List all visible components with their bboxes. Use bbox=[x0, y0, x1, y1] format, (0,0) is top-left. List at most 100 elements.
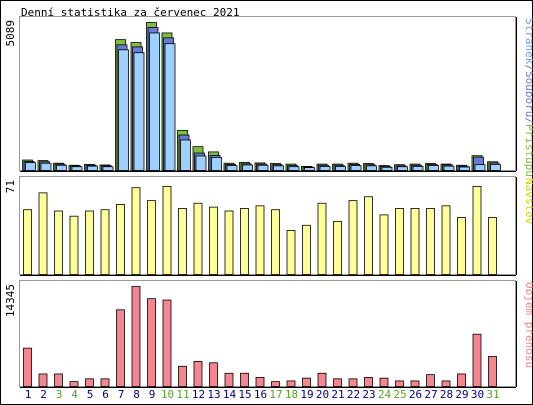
max-value-label: 71 bbox=[4, 180, 17, 193]
day-label-24: 24 bbox=[378, 388, 392, 401]
bar-strnek-day-4 bbox=[71, 166, 83, 171]
bar-bottom-day-2 bbox=[38, 373, 48, 387]
day-label-29: 29 bbox=[455, 388, 468, 401]
bar-bottom-day-7 bbox=[116, 309, 125, 387]
bar-strnek-day-26 bbox=[412, 166, 424, 171]
day-label-26: 26 bbox=[409, 388, 422, 401]
day-label-5: 5 bbox=[87, 388, 94, 401]
bar-middle-day-3 bbox=[54, 210, 63, 275]
bar-strnek-day-29 bbox=[459, 166, 470, 171]
bar-strnek-day-10 bbox=[164, 43, 176, 171]
bar-bottom-day-21 bbox=[333, 378, 342, 387]
day-label-31: 31 bbox=[486, 388, 499, 401]
bar-bottom-day-26 bbox=[410, 380, 420, 387]
bar-strnek-day-8 bbox=[133, 52, 145, 171]
day-label-9: 9 bbox=[149, 388, 156, 401]
panel-middle: 71 Návštěv bbox=[4, 176, 533, 276]
bar-middle-day-29 bbox=[457, 217, 466, 275]
bar-bottom-day-9 bbox=[147, 298, 156, 387]
bar-strnek-day-3 bbox=[56, 164, 67, 171]
bar-middle-day-27 bbox=[426, 208, 435, 275]
day-label-21: 21 bbox=[331, 388, 344, 401]
bar-strnek-day-21 bbox=[335, 166, 346, 171]
day-label-27: 27 bbox=[424, 388, 437, 401]
bar-middle-day-28 bbox=[441, 205, 451, 275]
bar-bottom-day-5 bbox=[85, 378, 94, 387]
bar-middle-day-30 bbox=[472, 185, 482, 275]
bar-middle-day-7 bbox=[116, 204, 125, 275]
bar-strnek-day-2 bbox=[40, 162, 52, 171]
day-label-8: 8 bbox=[133, 388, 140, 401]
series-legend: Objem přenosu bbox=[523, 282, 533, 368]
legend-part: Přístupů bbox=[523, 124, 533, 177]
bar-strnek-day-13 bbox=[211, 157, 222, 171]
bar-bottom-day-14 bbox=[224, 372, 234, 387]
bar-bottom-day-30 bbox=[472, 333, 482, 387]
bar-middle-day-17 bbox=[271, 209, 280, 275]
max-value-label: 5089 bbox=[4, 20, 17, 47]
bar-strnek-day-9 bbox=[149, 32, 160, 171]
bar-bottom-day-10 bbox=[162, 299, 172, 387]
bar-bottom-day-31 bbox=[488, 356, 497, 387]
bar-strnek-day-1 bbox=[25, 162, 36, 171]
bar-middle-day-26 bbox=[410, 208, 420, 275]
bar-strnek-day-15 bbox=[242, 164, 253, 171]
bar-bottom-day-25 bbox=[395, 380, 404, 387]
bar-strnek-day-20 bbox=[319, 166, 331, 171]
bar-strnek-day-30 bbox=[474, 164, 486, 171]
day-label-14: 14 bbox=[223, 388, 237, 401]
day-label-20: 20 bbox=[316, 388, 329, 401]
day-label-16: 16 bbox=[254, 388, 267, 401]
bar-middle-day-9 bbox=[147, 200, 156, 275]
legend-part: Souborů bbox=[523, 71, 533, 117]
panel-bottom: 14345 Objem přenosu bbox=[4, 280, 533, 388]
bar-strnek-day-18 bbox=[288, 166, 300, 171]
bar-bottom-day-19 bbox=[302, 377, 311, 387]
day-label-10: 10 bbox=[161, 388, 174, 401]
bar-middle-day-8 bbox=[131, 187, 141, 275]
bar-bottom-day-18 bbox=[286, 380, 296, 387]
legend-part: Stránek bbox=[523, 18, 533, 65]
bar-middle-day-10 bbox=[162, 185, 172, 275]
legend-part: / bbox=[523, 64, 533, 71]
bar-middle-day-6 bbox=[100, 209, 110, 275]
series-legend: Návštěv bbox=[523, 178, 533, 225]
bar-bottom-day-8 bbox=[131, 286, 141, 387]
bar-middle-day-2 bbox=[38, 192, 48, 275]
bar-middle-day-4 bbox=[69, 215, 79, 275]
bar-bottom-day-13 bbox=[209, 362, 218, 387]
day-label-28: 28 bbox=[440, 388, 453, 401]
day-label-25: 25 bbox=[393, 388, 406, 401]
bar-bottom-day-16 bbox=[255, 377, 265, 387]
bar-middle-day-11 bbox=[178, 208, 187, 275]
bar-middle-day-21 bbox=[333, 220, 342, 275]
bar-strnek-day-7 bbox=[118, 49, 129, 171]
bar-middle-day-1 bbox=[23, 209, 32, 275]
bar-middle-day-19 bbox=[302, 224, 311, 275]
day-label-3: 3 bbox=[56, 388, 63, 401]
bar-strnek-day-24 bbox=[381, 166, 393, 171]
bar-middle-day-25 bbox=[395, 208, 404, 275]
bar-bottom-day-11 bbox=[178, 365, 187, 387]
chart-title: Denní statistika za červenec 2021 bbox=[21, 6, 240, 19]
bar-middle-day-31 bbox=[488, 217, 497, 275]
day-label-7: 7 bbox=[118, 388, 125, 401]
bar-middle-day-14 bbox=[224, 210, 234, 275]
bar-strnek-day-16 bbox=[257, 164, 269, 171]
day-label-22: 22 bbox=[347, 388, 360, 401]
bar-strnek-day-12 bbox=[195, 155, 207, 171]
bar-strnek-day-28 bbox=[443, 165, 455, 171]
bar-middle-day-12 bbox=[193, 202, 203, 275]
day-label-17: 17 bbox=[269, 388, 282, 401]
panel-border bbox=[19, 280, 516, 387]
bar-bottom-day-3 bbox=[54, 373, 63, 387]
bar-middle-day-24 bbox=[379, 214, 389, 275]
day-label-4: 4 bbox=[71, 388, 78, 401]
day-label-12: 12 bbox=[192, 388, 205, 401]
panel-border bbox=[19, 176, 516, 275]
day-label-15: 15 bbox=[238, 388, 251, 401]
bar-bottom-day-22 bbox=[348, 378, 358, 387]
bar-strnek-day-17 bbox=[273, 165, 284, 171]
